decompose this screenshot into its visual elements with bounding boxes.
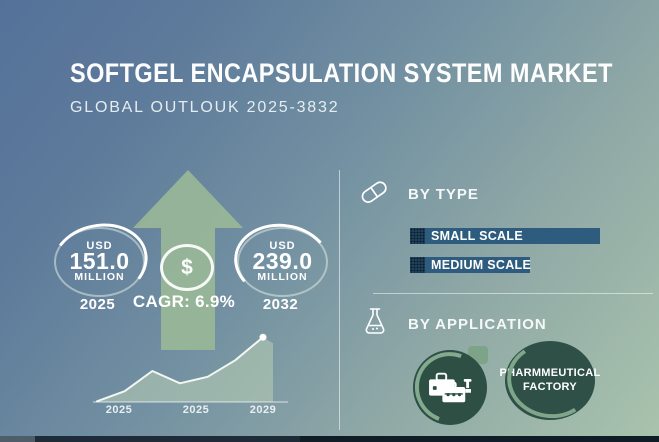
application-label-line1: PHARMMEUTICAL	[499, 366, 601, 379]
start-year-label: 2025	[79, 296, 116, 313]
x-tick-label: 2025	[182, 404, 210, 416]
page-title: SOFTGEL ENCAPSULATION SYSTEM MARKET	[70, 58, 613, 88]
type-bar-label: SMALL SCALE	[431, 229, 523, 243]
market-value-badge-2025: USD 151.0 MILLION	[54, 227, 145, 297]
bottom-bar-segment	[300, 436, 659, 442]
x-tick-label: 2029	[249, 404, 277, 416]
by-type-heading: BY TYPE	[408, 186, 479, 203]
dollar-icon: $	[160, 244, 214, 291]
market-value: 239.0	[252, 248, 313, 275]
currency-label: USD	[269, 239, 296, 252]
currency-label: USD	[86, 239, 113, 252]
type-bar-label: MEDIUM SCALE	[431, 258, 532, 272]
type-bar-medium-scale: MEDIUM SCALE	[410, 257, 532, 273]
capsule-pill-icon	[361, 181, 387, 203]
unit-label: MILLION	[257, 271, 308, 284]
market-value-badge-2032: USD 239.0 MILLION	[237, 227, 328, 297]
unit-label: MILLION	[74, 271, 125, 284]
trend-chart: 2025 2025 2029	[88, 330, 298, 420]
encapsulation-machine-icon	[429, 372, 472, 402]
application-label-line2: FACTORY	[522, 380, 578, 393]
horizontal-divider	[373, 293, 653, 294]
chart-area-fill	[97, 337, 273, 402]
chart-end-marker	[259, 333, 267, 341]
x-tick-label: 2025	[105, 404, 133, 416]
bottom-bar-segment	[35, 436, 300, 442]
vertical-divider	[339, 170, 340, 430]
chart-line	[96, 336, 264, 403]
flask-icon	[365, 308, 385, 334]
end-year-label: 2032	[262, 296, 299, 313]
by-application-heading: BY APPLICATION	[408, 316, 547, 333]
page-subtitle: GLOBAL OUTLOUK 2025-3832	[70, 99, 340, 116]
application-machine-circle	[413, 350, 487, 425]
application-factory-circle: PHARMMEUTICAL FACTORY	[499, 341, 600, 420]
market-value: 151.0	[69, 248, 130, 275]
type-bar-small-scale: SMALL SCALE	[410, 228, 600, 244]
trend-chart-svg	[93, 333, 288, 403]
dollar-symbol: $	[181, 255, 193, 279]
cagr-label: CAGR: 6.9%	[132, 292, 236, 311]
bottom-bar-segment	[0, 436, 35, 442]
